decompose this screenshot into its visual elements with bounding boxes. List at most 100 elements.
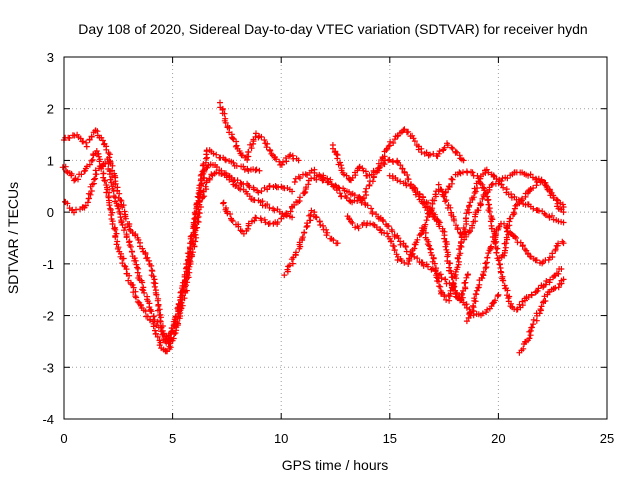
data-point — [286, 262, 293, 269]
data-point — [474, 207, 481, 214]
data-series-track-4 — [217, 99, 302, 168]
data-point — [459, 294, 466, 301]
data-point — [496, 176, 503, 183]
data-point — [144, 254, 151, 261]
data-point — [454, 226, 461, 233]
data-point — [441, 235, 448, 242]
data-point — [542, 179, 549, 186]
data-point — [153, 291, 160, 298]
data-point — [420, 194, 427, 201]
data-point — [85, 190, 92, 197]
data-point — [394, 177, 401, 184]
data-point — [261, 137, 268, 143]
data-point — [391, 136, 398, 143]
data-point — [228, 217, 235, 223]
data-point — [399, 165, 406, 172]
data-point — [449, 176, 456, 183]
data-point — [316, 171, 323, 178]
data-series-track-14 — [516, 276, 567, 356]
data-point — [477, 200, 484, 207]
data-point — [333, 151, 340, 158]
data-point — [391, 233, 398, 240]
data-point — [479, 275, 486, 282]
data-point — [334, 155, 341, 162]
data-point — [530, 205, 537, 212]
data-point — [441, 293, 448, 300]
data-point — [533, 288, 540, 295]
data-point — [412, 185, 419, 192]
data-point — [273, 156, 279, 163]
data-point — [483, 190, 489, 197]
data-point — [457, 250, 464, 257]
data-point — [459, 290, 466, 297]
data-point — [183, 287, 190, 294]
data-point — [479, 310, 486, 317]
data-point — [485, 196, 492, 203]
data-point — [154, 318, 161, 325]
data-point — [533, 257, 540, 264]
data-point — [213, 151, 220, 158]
data-point — [199, 168, 206, 175]
data-point — [550, 195, 557, 201]
data-point — [167, 331, 174, 338]
data-point — [458, 238, 465, 245]
data-point — [480, 268, 487, 275]
data-point — [492, 234, 499, 241]
data-point — [454, 294, 460, 301]
x-tick-label: 0 — [60, 431, 67, 446]
data-point — [436, 223, 443, 230]
data-point — [145, 257, 152, 264]
data-point — [464, 169, 471, 176]
data-point — [475, 175, 482, 182]
data-point — [142, 251, 149, 258]
data-point — [349, 220, 356, 226]
data-point — [220, 199, 227, 206]
data-point — [418, 149, 425, 156]
data-point — [488, 303, 495, 310]
data-point — [495, 291, 502, 298]
data-point — [495, 180, 502, 187]
data-point — [466, 209, 472, 216]
data-point — [484, 254, 491, 261]
data-point — [281, 272, 288, 279]
data-point — [338, 162, 345, 169]
data-point — [168, 328, 175, 335]
data-point — [507, 215, 514, 222]
data-point — [473, 287, 480, 294]
data-point — [560, 209, 567, 216]
data-point — [366, 182, 373, 188]
data-point — [66, 135, 73, 141]
data-point — [93, 171, 100, 178]
data-point — [448, 175, 455, 182]
data-point — [400, 127, 407, 134]
data-point — [368, 171, 375, 178]
data-point — [427, 151, 434, 158]
data-point — [443, 296, 450, 303]
data-point — [549, 250, 556, 257]
data-point — [535, 285, 542, 292]
x-axis-label: GPS time / hours — [282, 457, 389, 473]
data-point — [401, 126, 408, 133]
data-point — [430, 150, 437, 157]
data-point — [174, 305, 181, 312]
data-point — [500, 184, 507, 191]
data-point — [102, 178, 108, 184]
data-point — [89, 156, 96, 163]
data-point — [129, 248, 135, 255]
data-point — [196, 210, 203, 217]
data-point — [414, 255, 421, 262]
data-point — [449, 145, 456, 152]
data-point — [385, 143, 392, 150]
data-point — [444, 142, 451, 149]
data-point — [395, 235, 402, 242]
data-point — [196, 182, 203, 189]
data-point — [150, 323, 157, 330]
data-point — [549, 212, 555, 219]
data-point — [480, 184, 486, 191]
data-point — [419, 259, 426, 266]
data-point — [323, 232, 330, 239]
data-point — [411, 184, 418, 191]
data-point — [432, 213, 439, 220]
data-series-track-5 — [220, 156, 443, 237]
data-point — [451, 217, 458, 224]
